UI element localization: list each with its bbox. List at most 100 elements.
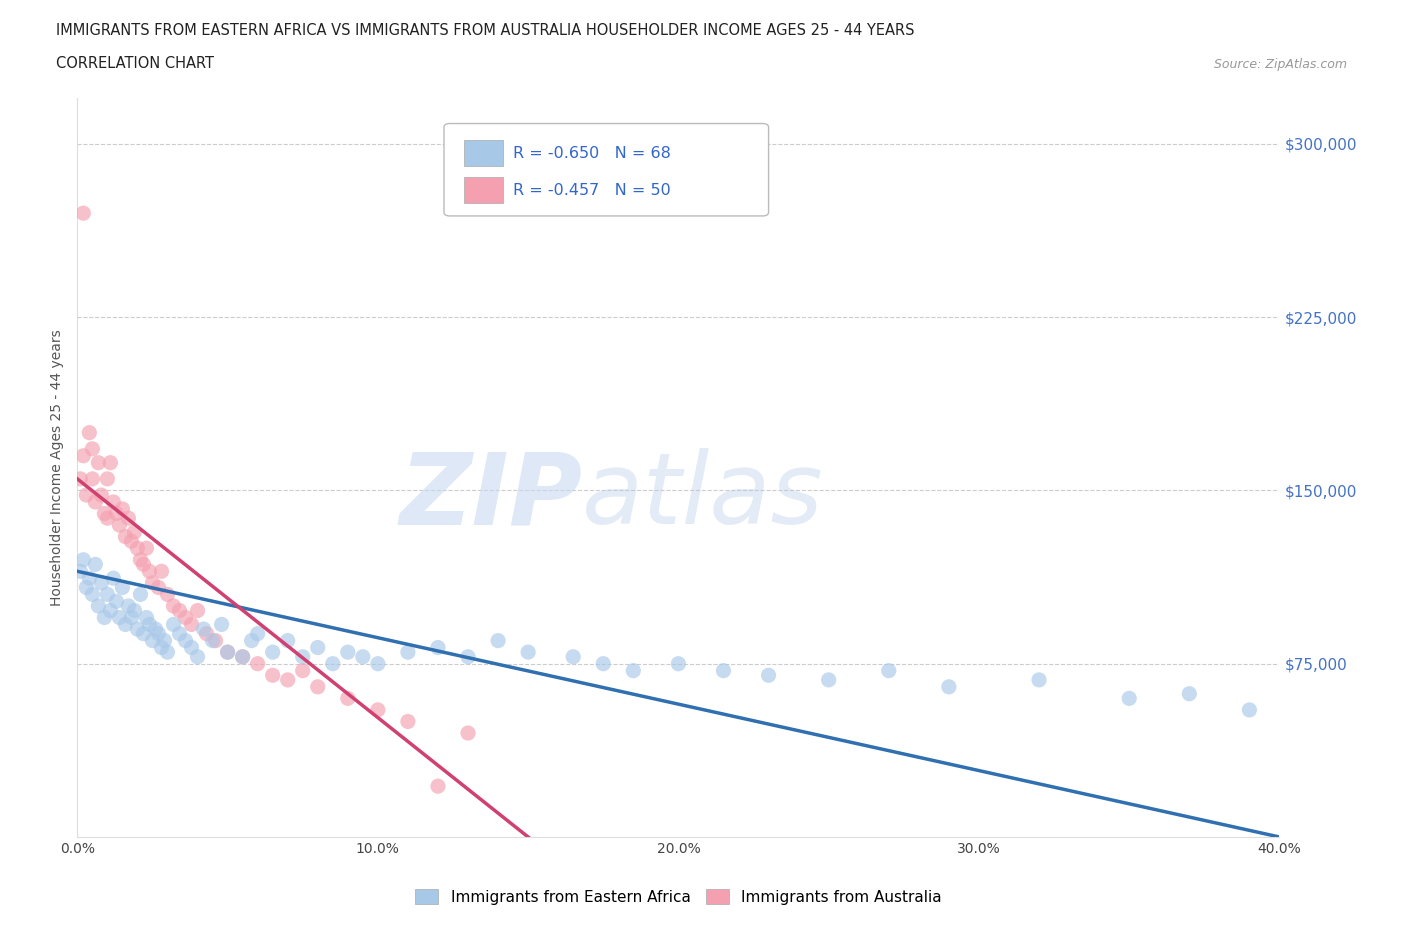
Point <box>156 587 179 602</box>
Point <box>138 617 160 631</box>
Point <box>135 540 157 555</box>
Point <box>336 691 359 706</box>
Point <box>427 640 450 655</box>
Point <box>124 604 146 618</box>
Point <box>75 487 97 502</box>
Point <box>291 663 314 678</box>
Point <box>120 610 142 625</box>
Point <box>307 680 329 695</box>
Point <box>127 540 149 555</box>
Point <box>141 633 163 648</box>
Point <box>96 587 118 602</box>
Text: IMMIGRANTS FROM EASTERN AFRICA VS IMMIGRANTS FROM AUSTRALIA HOUSEHOLDER INCOME A: IMMIGRANTS FROM EASTERN AFRICA VS IMMIGR… <box>56 23 915 38</box>
Text: R = -0.650   N = 68: R = -0.650 N = 68 <box>513 146 671 161</box>
Point <box>211 617 233 631</box>
Point <box>108 610 131 625</box>
Point <box>336 644 359 659</box>
Point <box>217 644 239 659</box>
Point <box>82 587 104 602</box>
Point <box>96 511 118 525</box>
Point <box>72 552 94 567</box>
Point <box>562 649 585 664</box>
Point <box>132 626 155 641</box>
Point <box>132 557 155 572</box>
Point <box>114 617 136 631</box>
Point <box>396 714 419 729</box>
Point <box>457 649 479 664</box>
Point <box>72 206 94 220</box>
Point <box>232 649 254 664</box>
Point <box>129 587 152 602</box>
Point <box>262 644 284 659</box>
Point <box>87 599 110 614</box>
Point <box>187 604 209 618</box>
Y-axis label: Householder Income Ages 25 - 44 years: Householder Income Ages 25 - 44 years <box>51 329 65 605</box>
Point <box>100 456 122 471</box>
Point <box>69 472 91 486</box>
Point <box>180 640 202 655</box>
Point <box>277 633 299 648</box>
Point <box>486 633 509 648</box>
Point <box>90 576 112 591</box>
Point <box>93 506 115 521</box>
Point <box>1178 686 1201 701</box>
Point <box>457 725 479 740</box>
Point <box>124 525 146 539</box>
Point <box>162 617 184 631</box>
Point <box>87 456 110 471</box>
Point <box>117 511 139 525</box>
Point <box>277 672 299 687</box>
Point <box>174 633 197 648</box>
Point <box>621 663 644 678</box>
Point <box>352 649 374 664</box>
Text: CORRELATION CHART: CORRELATION CHART <box>56 56 214 71</box>
Text: ZIP: ZIP <box>399 448 582 545</box>
Legend: Immigrants from Eastern Africa, Immigrants from Australia: Immigrants from Eastern Africa, Immigran… <box>409 883 948 910</box>
Point <box>817 672 839 687</box>
Point <box>117 599 139 614</box>
Text: atlas: atlas <box>582 448 824 545</box>
Point <box>193 621 215 636</box>
Point <box>180 617 202 631</box>
Point <box>246 657 269 671</box>
Point <box>93 610 115 625</box>
Point <box>668 657 690 671</box>
Point <box>1118 691 1140 706</box>
Point <box>82 472 104 486</box>
Point <box>204 633 226 648</box>
Point <box>169 626 191 641</box>
Point <box>156 644 179 659</box>
Point <box>174 610 197 625</box>
Point <box>877 663 900 678</box>
Point <box>201 633 224 648</box>
Point <box>72 448 94 463</box>
Point <box>162 599 184 614</box>
Point <box>82 442 104 457</box>
Point <box>114 529 136 544</box>
Point <box>103 571 125 586</box>
Point <box>111 501 134 516</box>
Point <box>105 506 128 521</box>
Point <box>169 604 191 618</box>
Point <box>96 472 118 486</box>
Point <box>367 702 389 717</box>
Point <box>120 534 142 549</box>
Text: Source: ZipAtlas.com: Source: ZipAtlas.com <box>1213 58 1347 71</box>
Point <box>1028 672 1050 687</box>
FancyBboxPatch shape <box>464 140 503 166</box>
Point <box>291 649 314 664</box>
FancyBboxPatch shape <box>464 177 503 204</box>
Point <box>187 649 209 664</box>
Point <box>135 610 157 625</box>
Point <box>262 668 284 683</box>
Point <box>148 580 170 595</box>
Point <box>150 564 173 578</box>
FancyBboxPatch shape <box>444 124 769 216</box>
Point <box>246 626 269 641</box>
Point <box>103 495 125 510</box>
Point <box>758 668 780 683</box>
Point <box>517 644 540 659</box>
Point <box>153 633 176 648</box>
Point <box>240 633 263 648</box>
Point <box>232 649 254 664</box>
